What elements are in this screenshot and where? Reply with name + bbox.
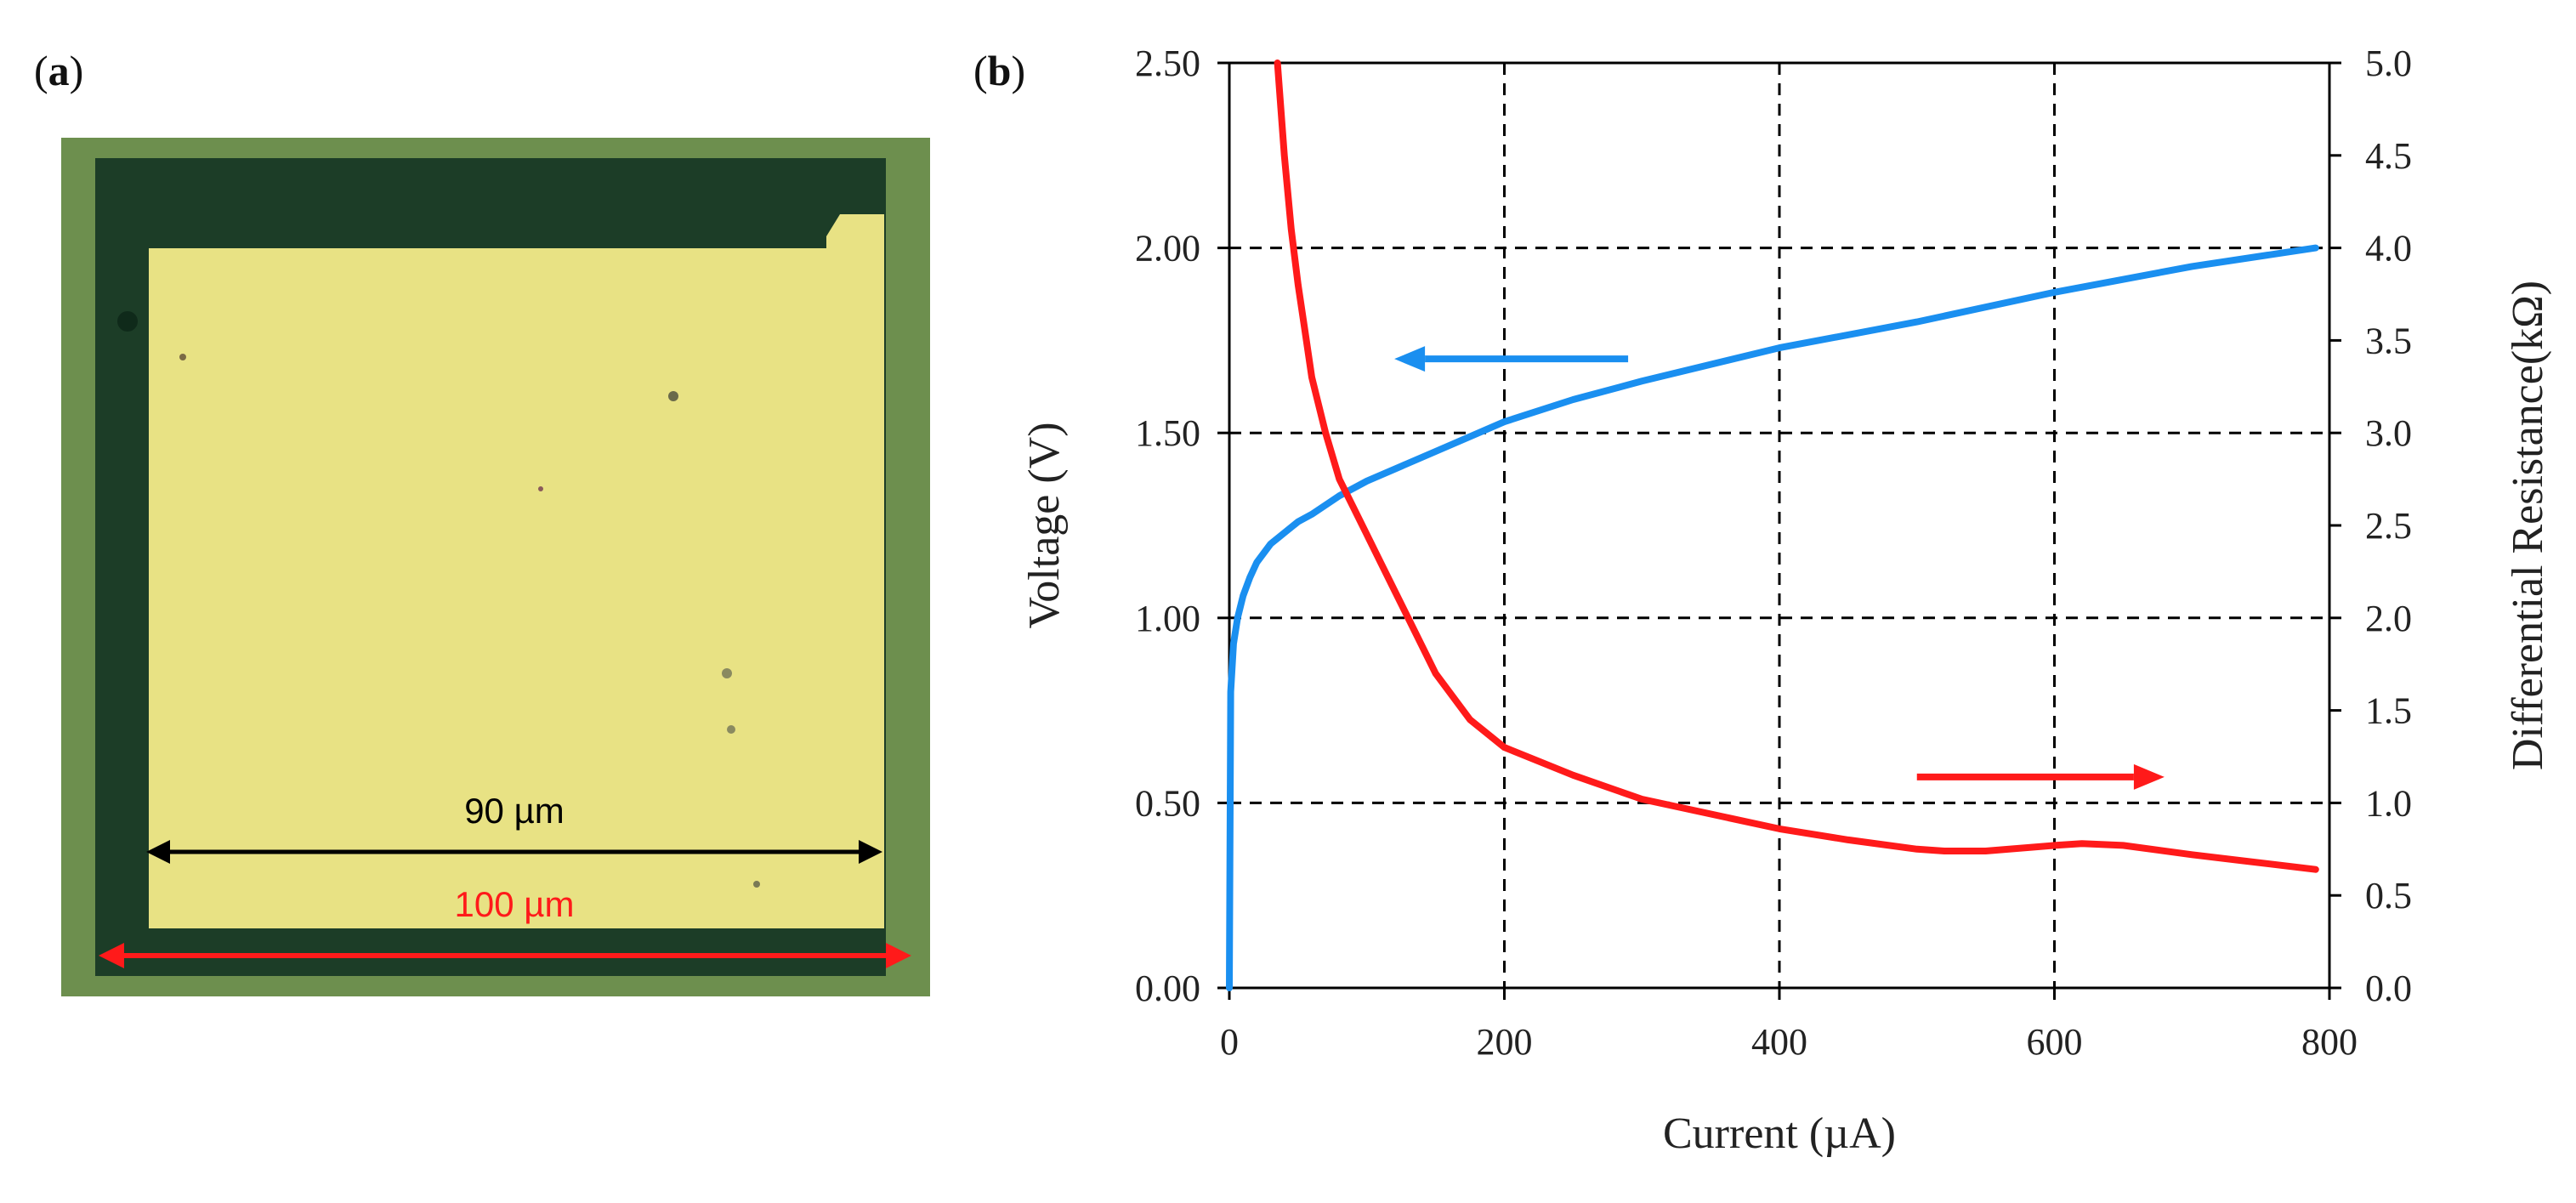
series-layer (1226, 60, 2319, 991)
y-left-tick-label: 0.00 (1135, 968, 1200, 1009)
iv-chart: 0 200 400 600 800 0.00 0.50 1.00 1.50 2.00 2.50 0… (1020, 43, 2552, 1158)
series-line-voltage (1226, 244, 2319, 991)
x-tick-label: 200 (1477, 1021, 1533, 1063)
y-right-tick-label: 4.5 (2365, 135, 2412, 177)
micrograph: 90 µm 100 µm (61, 138, 930, 996)
defect-spot (538, 486, 543, 491)
x-tick-label: 0 (1220, 1021, 1239, 1063)
y-left-tick-label: 0.50 (1135, 782, 1200, 824)
y-right-tick-label: 0.5 (2365, 875, 2412, 916)
x-tick-label: 800 (2301, 1021, 2358, 1063)
y-left-tick-label: 2.50 (1135, 43, 1200, 84)
outer-measure-label: 100 µm (455, 884, 575, 924)
grid (1229, 63, 2329, 988)
y-right-tick-label: 1.5 (2365, 690, 2412, 732)
panel-a-label: (a) (34, 47, 83, 94)
y-right-tick-label: 2.0 (2365, 598, 2412, 639)
inner-measure-arrow (146, 840, 882, 864)
defect-spot (753, 881, 760, 888)
defect-spot (668, 391, 678, 401)
y-right-axis-title: Differential Resistance(kΩ) (2504, 281, 2552, 770)
y-left-tick-label: 2.00 (1135, 228, 1200, 270)
defect-spot (727, 725, 735, 734)
y-left-tick-label: 1.50 (1135, 412, 1200, 454)
y-right-tick-label: 3.0 (2365, 412, 2412, 454)
y-right-tick-label: 4.0 (2365, 228, 2412, 270)
x-tick-labels: 0 200 400 600 800 (1220, 1021, 2358, 1063)
y-left-tick-labels: 0.00 0.50 1.00 1.50 2.00 2.50 (1135, 43, 1200, 1009)
panel-b-label: (b) (973, 47, 1025, 94)
defect-spot (117, 311, 138, 332)
left-arrow-head (1394, 346, 1426, 372)
x-tick-label: 600 (2027, 1021, 2083, 1063)
y-right-tick-label: 2.5 (2365, 505, 2412, 547)
series-line-differential-resistance (1274, 60, 2319, 873)
outer-measure-arrow (99, 943, 911, 968)
y-right-tick-labels: 0.0 0.5 1.0 1.5 2.0 2.5 3.0 3.5 4.0 4.5 5.0 (2365, 43, 2412, 1009)
y-right-tick-label: 1.0 (2365, 782, 2412, 824)
defect-spot (179, 354, 186, 360)
inner-measure-label: 90 µm (464, 791, 565, 831)
right-arrow-head (2133, 763, 2165, 790)
y-left-axis-title: Voltage (V) (1020, 422, 1069, 628)
x-tick-label: 400 (1751, 1021, 1807, 1063)
y-right-tick-label: 5.0 (2365, 43, 2412, 84)
annotation-arrows (1394, 346, 2165, 790)
y-right-tick-label: 0.0 (2365, 968, 2412, 1009)
y-left-tick-label: 1.00 (1135, 598, 1200, 639)
y-right-tick-label: 3.5 (2365, 320, 2412, 361)
x-axis-title: Current (µA) (1663, 1109, 1896, 1158)
contact-pad (149, 214, 884, 928)
defect-spot (722, 668, 732, 678)
